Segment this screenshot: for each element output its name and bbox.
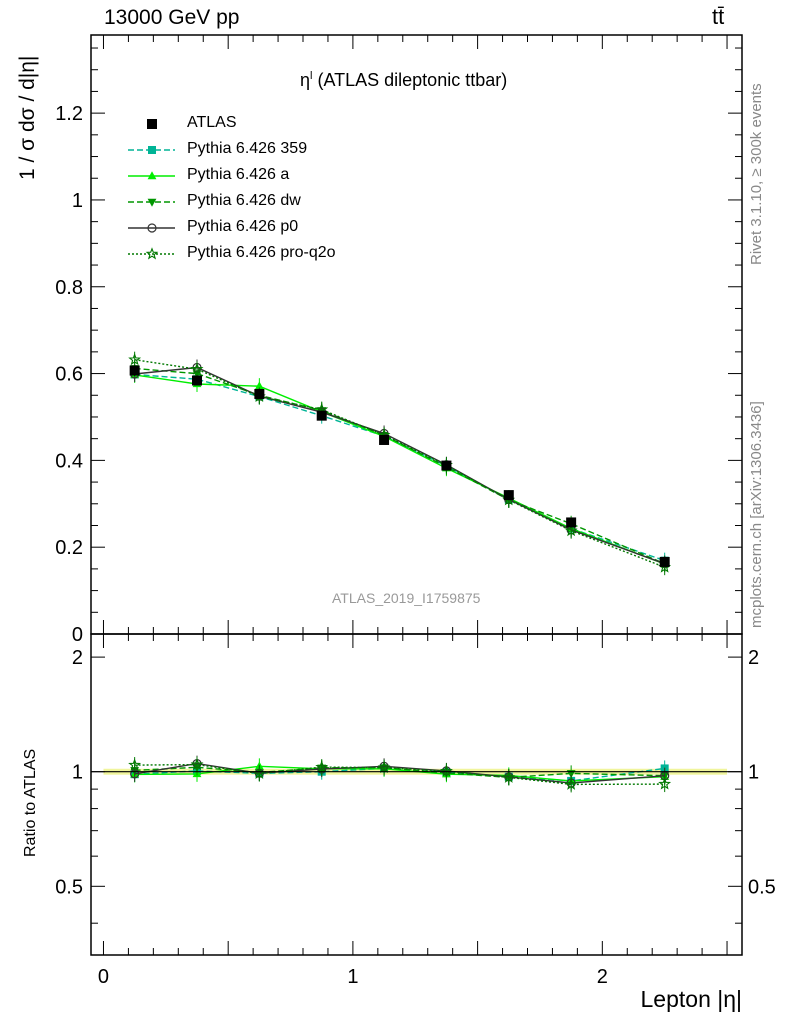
series-layer bbox=[128, 351, 672, 793]
series-line bbox=[134, 373, 665, 562]
legend-marker-data bbox=[147, 119, 157, 129]
ratio-marker bbox=[377, 760, 391, 774]
ratio-y-axis-label: Ratio to ATLAS bbox=[22, 748, 39, 857]
ratio-tick-label: 1 bbox=[748, 762, 759, 784]
series-marker bbox=[254, 381, 264, 390]
data-point bbox=[192, 375, 203, 386]
ratio-tick-label: 2 bbox=[748, 647, 759, 669]
x-tick-label: 2 bbox=[597, 966, 608, 988]
y-tick-label: 0.6 bbox=[55, 364, 83, 386]
tick-layer: 0 1 200.20.40.60.811.20.5 0.51 12 2 bbox=[55, 35, 776, 988]
series-line bbox=[134, 374, 665, 565]
data-point bbox=[129, 365, 140, 376]
y-axis-label: 1 / σ dσ / d|η| bbox=[16, 55, 39, 180]
energy-label: 13000 GeV pp bbox=[104, 6, 240, 29]
ratio-marker bbox=[440, 764, 453, 777]
ratio-marker bbox=[502, 770, 516, 783]
data-point bbox=[316, 410, 327, 421]
ratio-tick-label: 0.5 bbox=[748, 876, 776, 898]
ratio-tick-label: 2 bbox=[72, 647, 83, 669]
legend-label-series: Pythia 6.426 p0 bbox=[187, 218, 299, 235]
legend-label-data: ATLAS bbox=[187, 114, 237, 131]
legend-label-series: Pythia 6.426 a bbox=[187, 166, 290, 183]
mcplots-label: mcplots.cern.ch [arXiv:1306.3436] bbox=[748, 401, 765, 628]
data-point bbox=[659, 556, 670, 567]
ratio-marker bbox=[564, 777, 578, 790]
data-layer bbox=[129, 365, 670, 567]
chart-title: ηl (ATLAS dileptonic ttbar) bbox=[300, 70, 507, 91]
process-label: tt̄ bbox=[712, 4, 725, 29]
series-line bbox=[134, 366, 665, 565]
data-point bbox=[503, 490, 514, 501]
x-tick-label: 0 bbox=[98, 966, 109, 988]
ratio-tick-label: 1 bbox=[72, 762, 83, 784]
y-tick-label: 0.4 bbox=[55, 450, 83, 472]
y-tick-label: 0.2 bbox=[55, 537, 83, 559]
series-line bbox=[134, 359, 665, 568]
ratio-line bbox=[134, 763, 665, 786]
data-point bbox=[441, 460, 452, 471]
series-marker bbox=[128, 352, 142, 366]
y-tick-label: 1.2 bbox=[55, 103, 83, 125]
ratio-marker bbox=[315, 760, 329, 773]
y-tick-label: 0.8 bbox=[55, 277, 83, 299]
legend-marker bbox=[147, 171, 157, 180]
data-point bbox=[254, 388, 265, 399]
ratio-tick-label: 0.5 bbox=[55, 876, 83, 898]
ratio-marker bbox=[128, 758, 142, 771]
ratio-line bbox=[134, 766, 665, 779]
x-tick-label: 1 bbox=[347, 966, 358, 988]
ratio-panel-frame bbox=[90, 633, 743, 956]
y-tick-label: 1 bbox=[72, 190, 83, 212]
legend-label-series: Pythia 6.426 dw bbox=[187, 192, 301, 209]
x-axis-label: Lepton |η| bbox=[640, 986, 742, 1012]
y-tick-label: 0 bbox=[72, 624, 83, 646]
title-symbol: η bbox=[300, 70, 311, 90]
legend-marker bbox=[147, 198, 157, 207]
data-point bbox=[379, 434, 390, 445]
series-line bbox=[134, 367, 665, 565]
title-superscript: l bbox=[310, 70, 313, 82]
legend-marker bbox=[147, 223, 157, 233]
series-marker bbox=[190, 362, 204, 375]
ratio-marker bbox=[190, 757, 204, 771]
rivet-version-label: Rivet 3.1.10, ≥ 300k events bbox=[748, 83, 765, 265]
legend-markers bbox=[128, 119, 175, 260]
legend-label-series: Pythia 6.426 pro-q2o bbox=[187, 244, 336, 261]
legend-label-series: Pythia 6.426 359 bbox=[187, 140, 308, 157]
series-marker bbox=[564, 523, 578, 537]
title-text: (ATLAS dileptonic ttbar) bbox=[312, 70, 508, 90]
analysis-id: ATLAS_2019_I1759875 bbox=[332, 590, 481, 606]
data-point bbox=[566, 517, 577, 528]
ratio-marker bbox=[658, 777, 672, 790]
legend-marker bbox=[148, 146, 156, 154]
legend-marker bbox=[145, 247, 159, 260]
